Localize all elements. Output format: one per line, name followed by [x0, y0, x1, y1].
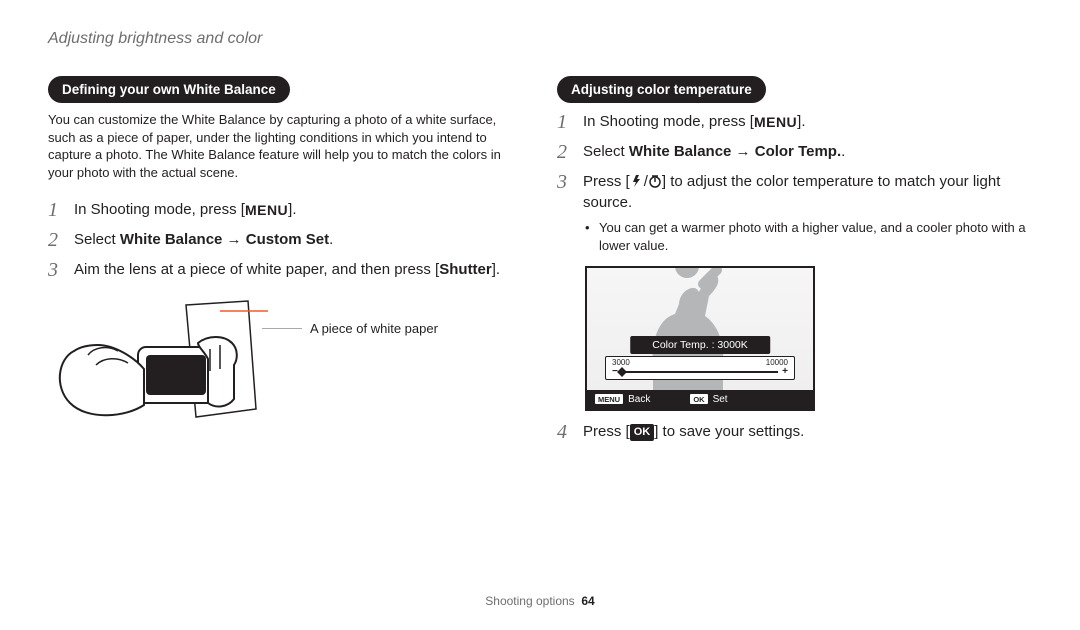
- menu-badge-small: MENU: [595, 394, 623, 404]
- camera-screen: Color Temp. : 3000K 3000 10000 − +: [585, 266, 815, 411]
- sub-bullets: You can get a warmer photo with a higher…: [583, 219, 1032, 254]
- footer-set: OK Set: [690, 394, 727, 405]
- footer-section: Shooting options: [485, 594, 574, 608]
- screen-canvas: Color Temp. : 3000K 3000 10000 − +: [587, 268, 813, 390]
- slider-knob: [617, 367, 627, 377]
- caption-text: A piece of white paper: [310, 321, 438, 336]
- screen-footer: MENU Back OK Set: [587, 390, 813, 409]
- step-3: 3 Aim the lens at a piece of white paper…: [48, 259, 523, 281]
- step-text-post: ] to save your settings.: [654, 423, 804, 440]
- sub-bullet: You can get a warmer photo with a higher…: [583, 219, 1032, 254]
- footer-back: MENU Back: [595, 394, 650, 405]
- step-body: Press [OK] to save your settings.: [583, 421, 1032, 442]
- right-column: Adjusting color temperature 1 In Shootin…: [557, 76, 1032, 451]
- step-text-pre: Press [: [583, 423, 630, 440]
- page-footer: Shooting options 64: [0, 594, 1080, 608]
- step-number: 4: [557, 421, 571, 443]
- step-number: 3: [557, 171, 571, 193]
- step-body: Select White Balance → Custom Set.: [74, 229, 523, 250]
- content-columns: Defining your own White Balance You can …: [48, 76, 1032, 451]
- step-4: 4 Press [OK] to save your settings.: [557, 421, 1032, 443]
- left-intro-text: You can customize the White Balance by c…: [48, 111, 523, 181]
- step-text-pre: In Shooting mode, press [: [583, 113, 754, 130]
- left-column: Defining your own White Balance You can …: [48, 76, 523, 451]
- slider-ticks: 3000 10000: [612, 359, 788, 367]
- slider-line: [622, 371, 778, 373]
- step-body: Press [/] to adjust the color temperatur…: [583, 171, 1032, 254]
- illustration-wrap: A piece of white paper: [48, 299, 523, 429]
- right-section-pill: Adjusting color temperature: [557, 76, 766, 103]
- footer-back-label: Back: [628, 394, 650, 405]
- step-text-pre: In Shooting mode, press [: [74, 201, 245, 218]
- screen-wrap: Color Temp. : 3000K 3000 10000 − +: [585, 266, 1032, 411]
- step-body: Select White Balance → Color Temp..: [583, 141, 1032, 162]
- page-header: Adjusting brightness and color: [48, 30, 1032, 48]
- step-2: 2 Select White Balance → Color Temp..: [557, 141, 1032, 163]
- step-1: 1 In Shooting mode, press [MENU].: [48, 199, 523, 221]
- step-body: In Shooting mode, press [MENU].: [74, 199, 523, 221]
- slider-plus: +: [782, 367, 788, 377]
- camera-paper-illustration: [48, 299, 268, 429]
- slider-box: 3000 10000 − +: [605, 356, 795, 380]
- ok-icon: OK: [630, 424, 655, 441]
- step-text-post: ].: [288, 201, 296, 218]
- color-temp-readout: Color Temp. : 3000K: [630, 336, 770, 354]
- step-body: In Shooting mode, press [MENU].: [583, 111, 1032, 133]
- footer-set-label: Set: [713, 394, 728, 405]
- step-number: 3: [48, 259, 62, 281]
- right-steps: 1 In Shooting mode, press [MENU]. 2 Sele…: [557, 111, 1032, 254]
- left-steps: 1 In Shooting mode, press [MENU]. 2 Sele…: [48, 199, 523, 281]
- step-3: 3 Press [/] to adjust the color temperat…: [557, 171, 1032, 254]
- step-number: 2: [557, 141, 571, 163]
- ok-badge-small: OK: [690, 394, 707, 404]
- menu-icon: MENU: [754, 113, 797, 133]
- step-body: Aim the lens at a piece of white paper, …: [74, 259, 523, 280]
- step-number: 2: [48, 229, 62, 251]
- left-section-pill: Defining your own White Balance: [48, 76, 290, 103]
- step-number: 1: [557, 111, 571, 133]
- right-steps-4: 4 Press [OK] to save your settings.: [557, 421, 1032, 443]
- menu-icon: MENU: [245, 201, 288, 221]
- step-text-post: ].: [797, 113, 805, 130]
- footer-page-number: 64: [581, 594, 594, 608]
- step-number: 1: [48, 199, 62, 221]
- step-1: 1 In Shooting mode, press [MENU].: [557, 111, 1032, 133]
- step-2: 2 Select White Balance → Custom Set.: [48, 229, 523, 251]
- caption-wrap: A piece of white paper: [268, 321, 438, 336]
- caption-leader-line: [262, 328, 302, 329]
- slider-track: − +: [612, 368, 788, 376]
